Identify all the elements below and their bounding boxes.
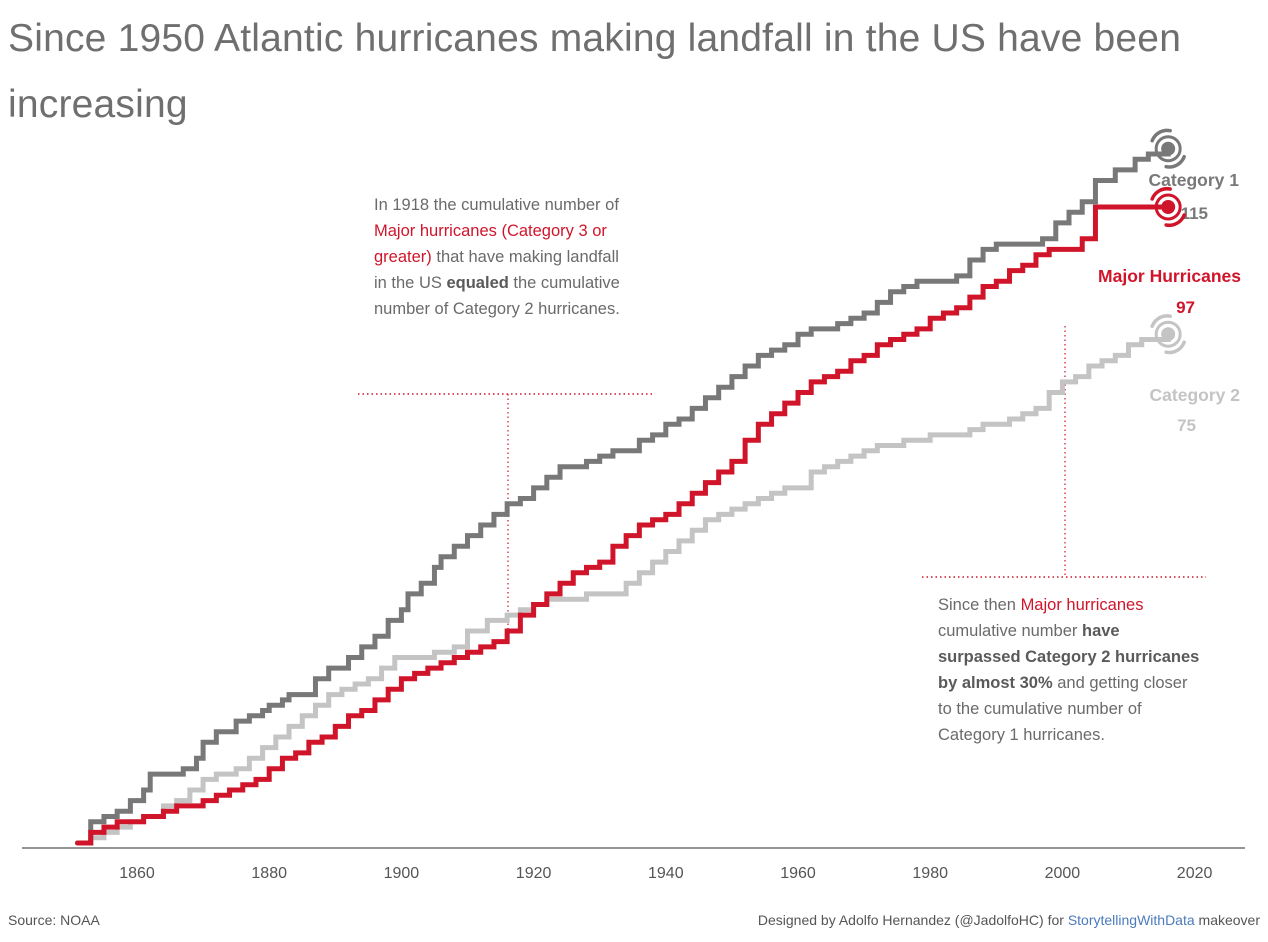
series-end-markers: Category 1 115 Major Hurricanes 97 Category … bbox=[1098, 128, 1241, 435]
hurricane-icon bbox=[1150, 314, 1186, 355]
x-tick-label: 2020 bbox=[1177, 865, 1213, 882]
credit-note: Designed by Adolfo Hernandez (@JadolfoHC… bbox=[757, 912, 1260, 928]
x-tick-label: 2000 bbox=[1045, 865, 1081, 882]
x-tick-label: 1900 bbox=[384, 865, 420, 882]
annotation-since-then: Since then Major hurricanes cumulative n… bbox=[938, 596, 1200, 744]
hurricane-icon bbox=[1150, 128, 1186, 169]
chart-title: Since 1950 Atlantic hurricanes making la… bbox=[8, 17, 1182, 126]
series-line-category-1 bbox=[75, 146, 1171, 846]
series-value-category-1: 115 bbox=[1181, 204, 1208, 223]
hurricane-icon bbox=[1150, 186, 1186, 228]
series-line-major-hurricanes bbox=[75, 204, 1171, 846]
series-lines bbox=[75, 146, 1171, 846]
x-tick-label: 1940 bbox=[648, 865, 684, 882]
annotation-1918: In 1918 the cumulative number of Major h… bbox=[374, 196, 620, 318]
x-tick-label: 1860 bbox=[119, 865, 155, 882]
series-label-category-2: Category 2 bbox=[1150, 385, 1241, 405]
storytellingwithdata-link[interactable]: StorytellingWithData bbox=[1067, 912, 1195, 928]
series-label-category-1: Category 1 bbox=[1149, 170, 1240, 190]
series-label-major-hurricanes: Major Hurricanes bbox=[1098, 266, 1241, 286]
series-value-major-hurricanes: 97 bbox=[1176, 298, 1195, 317]
source-note: Source: NOAA bbox=[8, 912, 100, 928]
x-tick-label: 1960 bbox=[780, 865, 816, 882]
x-tick-label: 1980 bbox=[912, 865, 948, 882]
series-value-category-2: 75 bbox=[1177, 416, 1196, 435]
x-tick-label: 1880 bbox=[251, 865, 287, 882]
x-axis: 1860 1880 1900 1920 1940 1960 1980 2000 2020 bbox=[22, 847, 1245, 882]
series-line-category-2 bbox=[75, 331, 1171, 846]
x-tick-label: 1920 bbox=[516, 865, 552, 882]
annotation-lines bbox=[358, 326, 1206, 640]
